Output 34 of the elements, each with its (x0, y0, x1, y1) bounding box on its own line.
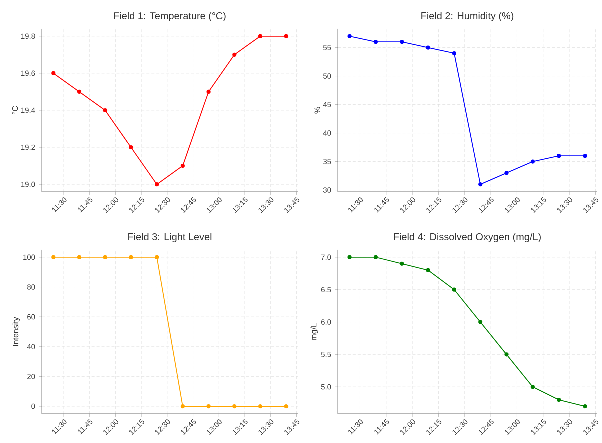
point (452, 288, 456, 292)
point (258, 34, 263, 38)
point (103, 108, 108, 113)
point (206, 90, 211, 94)
point (504, 352, 509, 357)
chart-title: Field 2: Humidity (%) (422, 12, 514, 22)
point (348, 34, 352, 38)
point (478, 182, 483, 187)
point (452, 51, 456, 56)
point (557, 398, 562, 402)
point (348, 255, 352, 260)
chart-title: Field 4: Dissolved Oxygen (mg/L) (394, 233, 541, 242)
point (504, 171, 509, 176)
chart-title: Field 1: Temperature (°C) (114, 12, 226, 22)
point (426, 46, 430, 50)
point (129, 145, 134, 150)
point (426, 268, 430, 272)
point (557, 154, 562, 158)
point (583, 404, 588, 409)
point (232, 52, 237, 57)
point (284, 34, 288, 38)
point (583, 154, 588, 158)
point (155, 182, 160, 187)
point (77, 90, 82, 94)
point (530, 385, 535, 390)
point (530, 160, 535, 164)
point (374, 255, 378, 260)
point (52, 71, 56, 76)
point (374, 40, 378, 44)
point (478, 320, 483, 324)
chart-title: Field 3: Light Level (128, 233, 212, 242)
point (180, 164, 185, 168)
point (400, 40, 404, 44)
point (400, 262, 404, 266)
